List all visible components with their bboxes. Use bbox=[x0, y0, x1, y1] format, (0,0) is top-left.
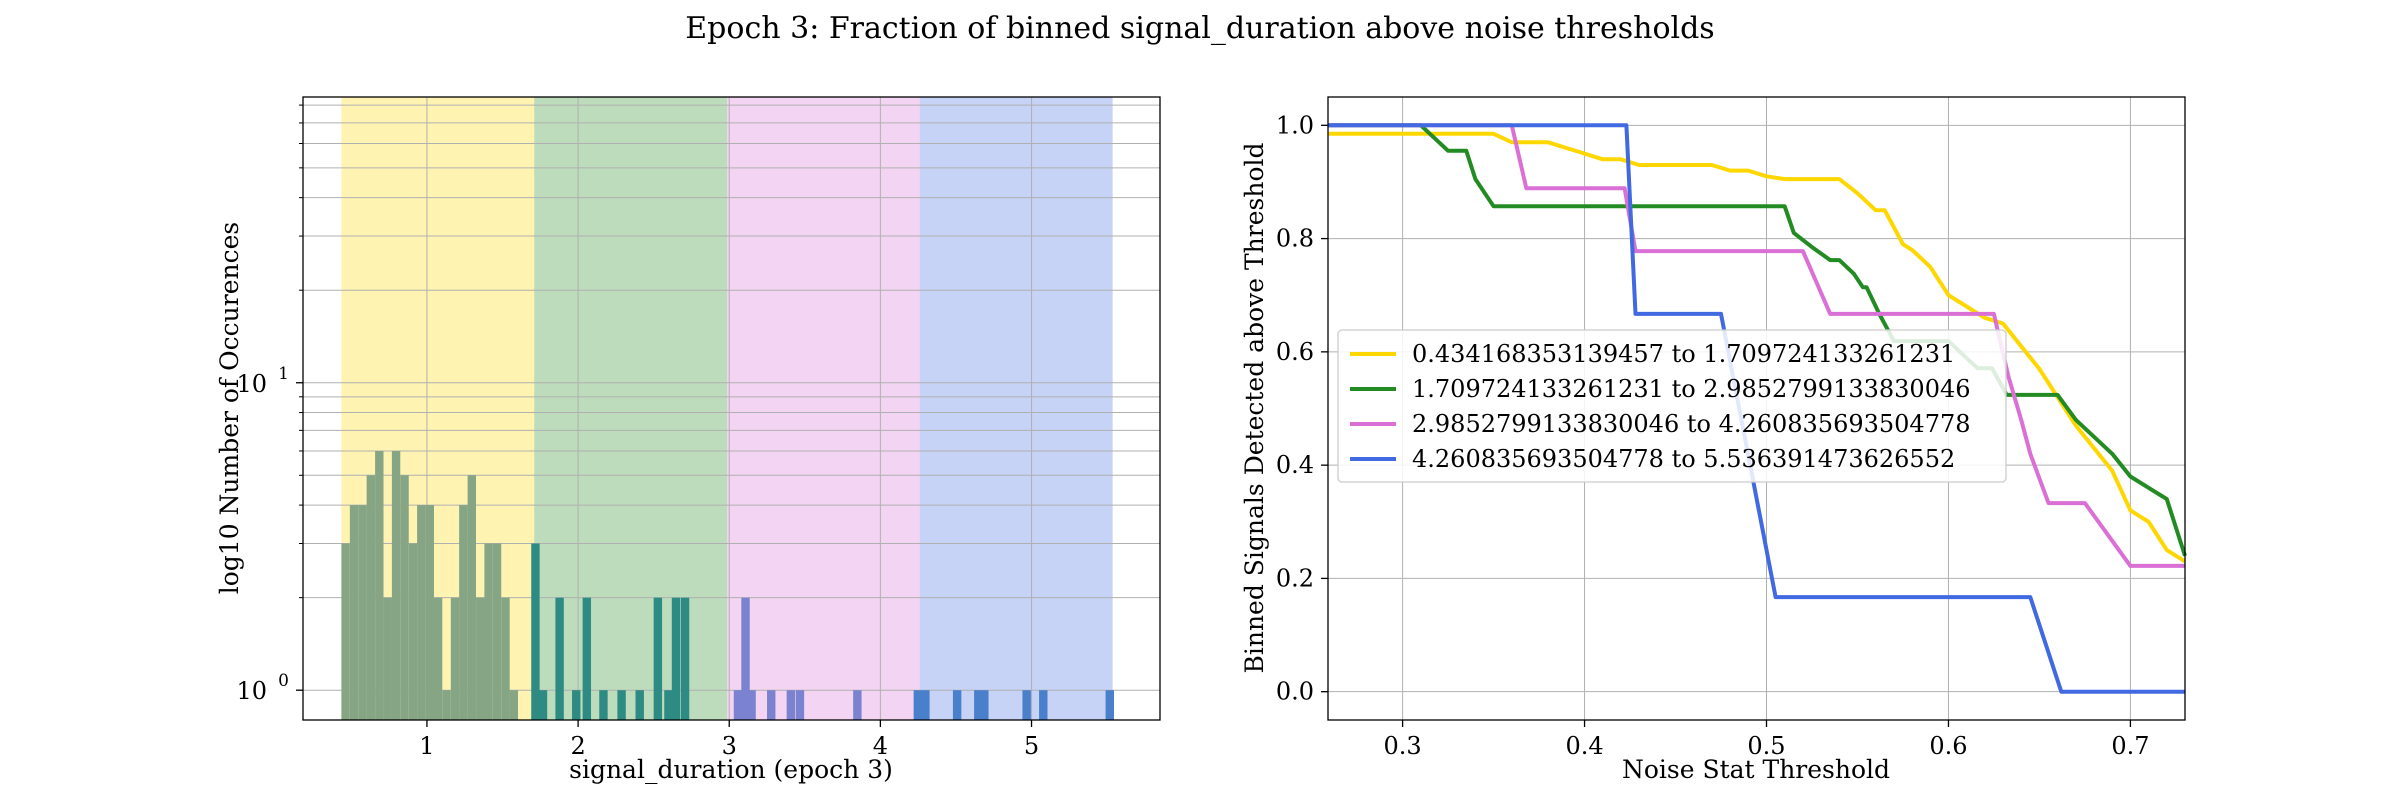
histogram-bar bbox=[664, 690, 673, 720]
threshold-x-tick-label: 0.3 bbox=[1384, 732, 1422, 760]
threshold-panel: 0.3 0.4 0.5 0.6 0.7 0.0 0.2 0.4 0.6 0.8 1.0 0.4341… bbox=[1240, 96, 2187, 784]
histogram-bands bbox=[341, 97, 1113, 720]
histogram-bar bbox=[980, 690, 989, 720]
histogram-bar bbox=[442, 690, 451, 720]
histogram-x-tick-label: 4 bbox=[873, 732, 888, 760]
histogram-y-tick-label: 10 1 bbox=[236, 364, 289, 398]
histogram-x-tick-label: 3 bbox=[722, 732, 737, 760]
histogram-bar bbox=[366, 475, 376, 720]
threshold-legend-label: 0.434168353139457 to 1.709724133261231 bbox=[1412, 340, 1955, 368]
histogram-bar bbox=[599, 690, 608, 720]
histogram-y-tick-label: 10 0 bbox=[236, 671, 289, 705]
threshold-legend-label: 4.260835693504778 to 5.536391473626552 bbox=[1412, 445, 1955, 473]
histogram-bar bbox=[383, 597, 392, 720]
histogram-bar bbox=[635, 690, 644, 720]
histogram-bar bbox=[1022, 690, 1031, 720]
histogram-bar bbox=[582, 597, 592, 720]
histogram-bar bbox=[617, 690, 626, 720]
histogram-bar bbox=[671, 597, 681, 720]
histogram-bars bbox=[341, 450, 1114, 720]
histogram-bar bbox=[555, 597, 564, 720]
histogram-y-axis-label: log10 Number of Occurences bbox=[215, 222, 244, 595]
histogram-bar bbox=[538, 690, 548, 720]
histogram-x-tick-label: 1 bbox=[419, 732, 434, 760]
histogram-bar bbox=[467, 475, 477, 720]
histogram-x-axis-label: signal_duration (epoch 3) bbox=[569, 755, 893, 784]
threshold-y-tick-label: 0.6 bbox=[1276, 338, 1314, 366]
histogram-bar bbox=[509, 690, 519, 720]
threshold-y-axis-label: Binned Signals Detected above Threshold bbox=[1240, 142, 1269, 673]
histogram-x-tick-label: 5 bbox=[1024, 732, 1039, 760]
threshold-legend-label: 2.9852799133830046 to 4.260835693504778 bbox=[1412, 410, 1971, 438]
histogram-band bbox=[534, 97, 728, 720]
histogram-bar bbox=[492, 543, 502, 720]
threshold-series-line bbox=[1328, 131, 2187, 564]
histogram-bar bbox=[853, 690, 862, 720]
threshold-y-tick-label: 0.4 bbox=[1276, 451, 1314, 479]
threshold-legend-label: 1.709724133261231 to 2.9852799133830046 bbox=[1412, 375, 1971, 403]
threshold-x-axis-label: Noise Stat Threshold bbox=[1622, 755, 1890, 784]
histogram-bar bbox=[425, 505, 434, 720]
histogram-bar bbox=[459, 505, 468, 720]
histogram-y-tick-exponent: 0 bbox=[278, 671, 289, 691]
figure-title: Epoch 3: Fraction of binned signal_durat… bbox=[685, 11, 1714, 46]
histogram-panel: 1 2 3 4 5 10 0 10 1 signal_duration (epoch 3) lo… bbox=[215, 96, 1161, 784]
histogram-bar bbox=[767, 690, 776, 720]
histogram-bar bbox=[733, 690, 743, 720]
histogram-bar bbox=[501, 597, 510, 720]
histogram-bar bbox=[795, 690, 805, 720]
threshold-y-tick-label: 0.2 bbox=[1276, 564, 1314, 592]
threshold-legend-box bbox=[1337, 329, 2007, 483]
histogram-bar bbox=[375, 450, 384, 720]
histogram-bar bbox=[572, 690, 581, 720]
threshold-plot-frame bbox=[1327, 96, 2186, 721]
histogram-bar bbox=[341, 543, 350, 720]
histogram-bar bbox=[531, 543, 540, 720]
histogram-bar bbox=[433, 597, 443, 720]
threshold-y-tick-label: 0.0 bbox=[1276, 678, 1314, 706]
histogram-bar bbox=[786, 690, 796, 720]
histogram-bar bbox=[974, 690, 983, 720]
histogram-bar bbox=[450, 597, 460, 720]
histogram-bar bbox=[349, 505, 359, 720]
histogram-bar bbox=[1105, 690, 1114, 720]
histogram-bar bbox=[408, 543, 418, 720]
histogram-y-tick-base: 10 bbox=[236, 677, 267, 705]
histogram-x-tick-label: 2 bbox=[570, 732, 585, 760]
histogram-bar bbox=[913, 690, 923, 720]
histogram-bar bbox=[747, 690, 756, 720]
histogram-bar bbox=[400, 475, 409, 720]
histogram-bar bbox=[484, 543, 493, 720]
threshold-y-tick-label: 1.0 bbox=[1276, 111, 1314, 139]
threshold-x-tick-label: 0.6 bbox=[1929, 732, 1967, 760]
threshold-y-tick-label: 0.8 bbox=[1276, 225, 1314, 253]
histogram-bar bbox=[1039, 690, 1048, 720]
histogram-bar bbox=[417, 505, 426, 720]
histogram-bar bbox=[476, 597, 485, 720]
histogram-bar bbox=[391, 450, 401, 720]
histogram-bar bbox=[921, 690, 930, 720]
threshold-x-tick-label: 0.7 bbox=[2111, 732, 2149, 760]
histogram-band bbox=[727, 97, 920, 720]
histogram-bar bbox=[680, 597, 690, 720]
histogram-grid bbox=[303, 97, 1160, 720]
histogram-bar bbox=[952, 690, 962, 720]
histogram-band bbox=[919, 97, 1113, 720]
histogram-y-tick-base: 10 bbox=[236, 370, 267, 398]
histogram-plot-frame bbox=[302, 96, 1161, 721]
histogram-bar bbox=[741, 597, 750, 720]
histogram-y-tick-exponent: 1 bbox=[278, 364, 289, 384]
histogram-ticks: 1 2 3 4 5 10 0 10 1 bbox=[236, 104, 1039, 760]
histogram-bar bbox=[358, 505, 367, 720]
histogram-bar bbox=[653, 597, 663, 720]
threshold-x-tick-label: 0.5 bbox=[1747, 732, 1785, 760]
threshold-legend: 0.434168353139457 to 1.709724133261231 1.… bbox=[1337, 329, 2007, 483]
threshold-x-tick-label: 0.4 bbox=[1565, 732, 1603, 760]
threshold-ticks: 0.3 0.4 0.5 0.6 0.7 0.0 0.2 0.4 0.6 0.8 1.0 bbox=[1276, 111, 2150, 760]
